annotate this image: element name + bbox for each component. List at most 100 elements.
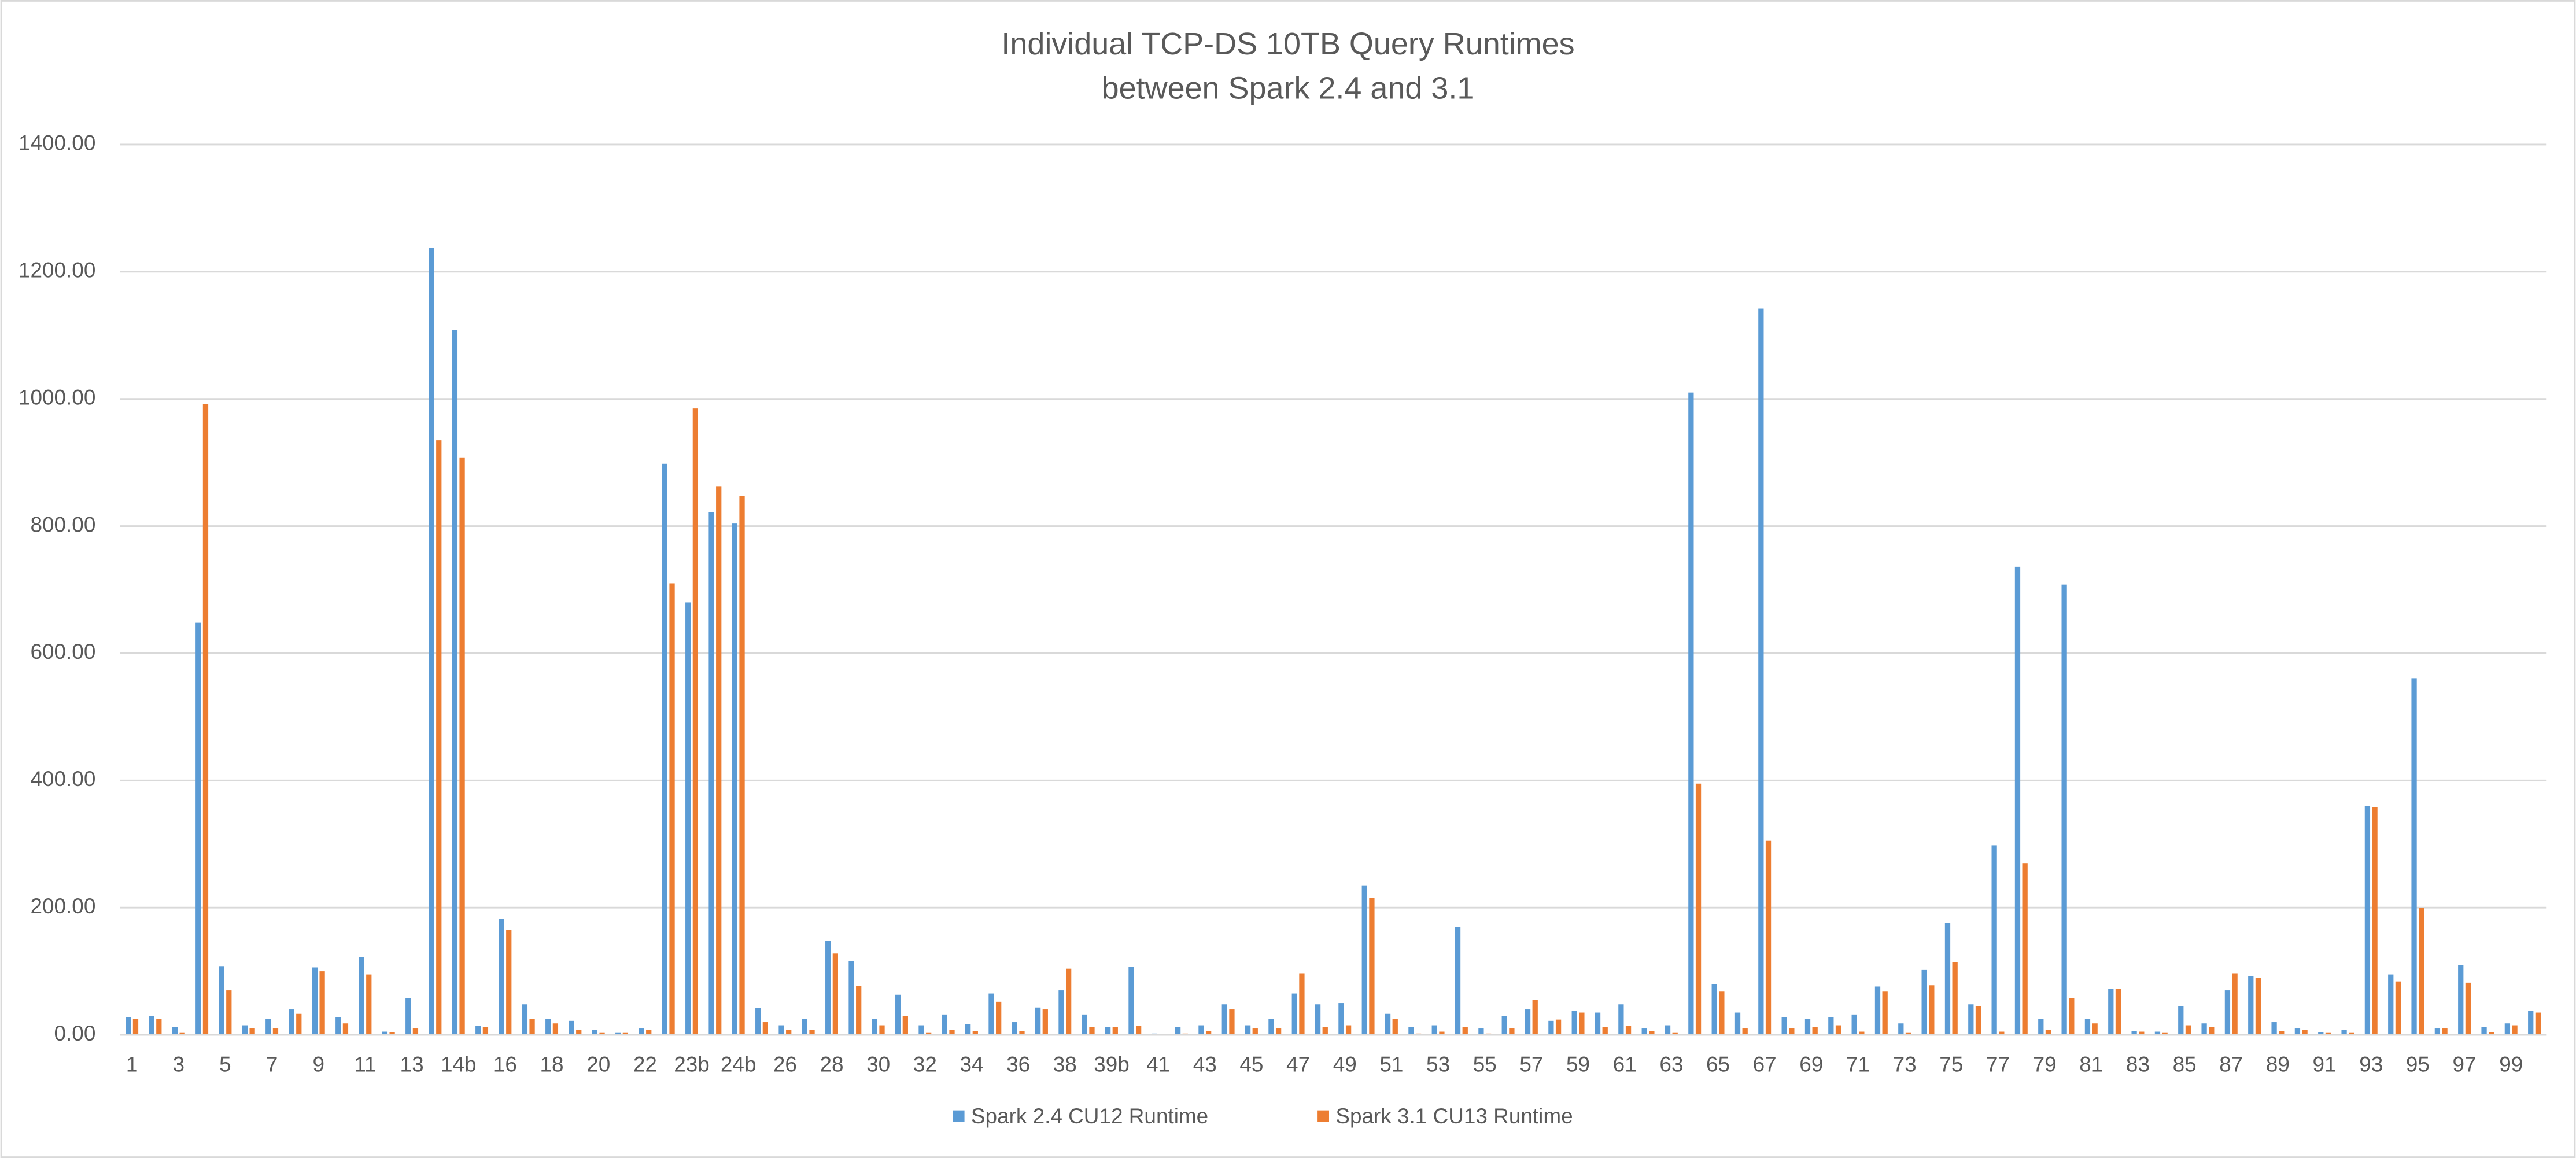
bar (2465, 982, 2471, 1035)
bar (459, 457, 465, 1035)
bar (2154, 1031, 2161, 1035)
bar (778, 1025, 784, 1035)
bar (2185, 1025, 2191, 1035)
bar (1975, 1006, 1981, 1035)
bar (529, 1019, 535, 1035)
bar (1299, 973, 1305, 1035)
bar (2325, 1032, 2331, 1035)
bar (1135, 1026, 1142, 1035)
bar (2302, 1030, 2308, 1035)
bar (1478, 1028, 1484, 1035)
x-tick-label: 93 (2359, 1053, 2383, 1076)
bar (848, 961, 854, 1035)
bar (2131, 1031, 2137, 1035)
x-tick-label: 65 (1706, 1053, 1730, 1076)
bar (1695, 783, 1702, 1035)
bar (1991, 845, 1997, 1035)
bar (972, 1031, 978, 1035)
bar (1431, 1025, 1437, 1035)
x-tick-label: 45 (1239, 1053, 1263, 1076)
bar (1198, 1025, 1204, 1035)
bar (2108, 989, 2114, 1035)
chart-title: between Spark 2.4 and 3.1 (1102, 71, 1475, 105)
bar (382, 1031, 388, 1035)
bar (1618, 1004, 1624, 1035)
bar (1082, 1014, 1087, 1035)
bar (359, 957, 364, 1035)
x-tick-label: 18 (540, 1053, 564, 1076)
bar (1058, 990, 1064, 1035)
chart-title: Individual TCP-DS 10TB Query Runtimes (1001, 27, 1574, 61)
bar (219, 966, 224, 1035)
bar (1385, 1013, 1391, 1035)
bar (802, 1019, 807, 1035)
bar (202, 404, 209, 1035)
x-tick-label: 81 (2079, 1053, 2103, 1076)
bar (389, 1032, 395, 1035)
bar (1789, 1028, 1795, 1035)
x-tick-label: 11 (354, 1053, 376, 1076)
bar (1641, 1028, 1647, 1035)
bar (179, 1032, 185, 1035)
bar (1625, 1026, 1632, 1035)
bar (272, 1028, 279, 1035)
bar (2294, 1028, 2301, 1035)
x-tick-label: 49 (1333, 1053, 1357, 1076)
bar (1742, 1028, 1748, 1035)
x-tick-label: 14b (441, 1053, 477, 1076)
bar (1781, 1017, 1787, 1035)
x-tick-label: 5 (219, 1053, 231, 1076)
bar (662, 463, 667, 1035)
bar (732, 523, 737, 1035)
x-tick-label: 97 (2453, 1053, 2477, 1076)
bar (832, 953, 838, 1035)
bar (965, 1024, 971, 1035)
bar (1361, 885, 1367, 1035)
bar (1944, 923, 1951, 1035)
bar (809, 1030, 815, 1035)
bar (2232, 973, 2238, 1035)
bar (1175, 1027, 1181, 1035)
bar (708, 512, 714, 1035)
bar (825, 941, 831, 1035)
bar (1338, 1003, 1344, 1035)
legend-swatch (1317, 1110, 1329, 1122)
x-tick-label: 24b (721, 1053, 756, 1076)
bar (429, 247, 434, 1035)
legend-label: Spark 3.1 CU13 Runtime (1335, 1104, 1573, 1128)
x-tick-label: 71 (1846, 1053, 1870, 1076)
x-tick-label: 43 (1193, 1053, 1217, 1076)
bar (926, 1032, 932, 1035)
bar (2084, 1019, 2091, 1035)
x-tick-label: 22 (633, 1053, 657, 1076)
bar (405, 998, 411, 1035)
bar (2014, 566, 2021, 1035)
bar (1968, 1004, 1974, 1035)
bar (2279, 1031, 2285, 1035)
bar (1921, 969, 1927, 1035)
bar (412, 1028, 419, 1035)
bar (1851, 1014, 1857, 1035)
bar (716, 486, 722, 1035)
bar (2504, 1023, 2511, 1035)
y-tick-label: 1200.00 (19, 259, 95, 282)
x-tick-label: 55 (1473, 1053, 1497, 1076)
x-tick-label: 23b (674, 1053, 710, 1076)
bar (2388, 974, 2394, 1035)
bar (902, 1016, 908, 1035)
bar (942, 1014, 947, 1035)
bar (296, 1013, 302, 1035)
bar (1509, 1028, 1515, 1035)
bar (156, 1019, 162, 1035)
bar (669, 583, 675, 1035)
x-tick-label: 32 (913, 1053, 937, 1076)
x-tick-label: 26 (773, 1053, 797, 1076)
bar (1525, 1009, 1531, 1035)
bar (2489, 1032, 2494, 1035)
bar (856, 986, 862, 1035)
bar (482, 1027, 489, 1035)
x-tick-label: 87 (2219, 1053, 2243, 1076)
x-tick-label: 36 (1006, 1053, 1030, 1076)
